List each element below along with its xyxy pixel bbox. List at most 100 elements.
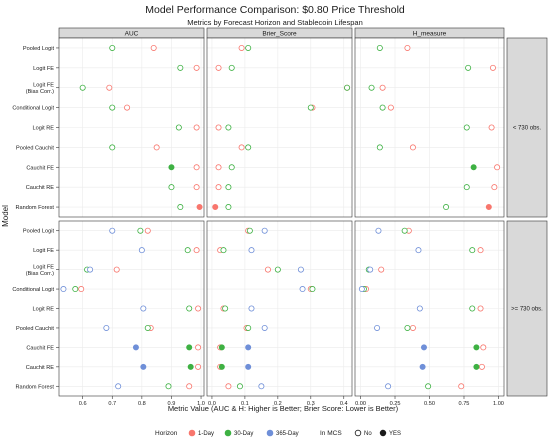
data-point bbox=[212, 204, 219, 211]
data-point bbox=[261, 324, 268, 331]
x-tick-label: 0.75 bbox=[459, 401, 470, 407]
x-tick-label: 0.3 bbox=[307, 401, 315, 407]
data-point bbox=[358, 286, 365, 293]
y-tick-label: Logit RE bbox=[33, 307, 55, 313]
data-point bbox=[165, 383, 172, 390]
y-tick-label: Cauchit FE bbox=[26, 345, 54, 351]
legend-title-horizon: Horizon bbox=[155, 430, 178, 437]
data-point bbox=[494, 164, 501, 171]
data-point bbox=[409, 324, 416, 331]
data-point bbox=[375, 227, 382, 234]
data-point bbox=[144, 227, 151, 234]
data-point bbox=[477, 305, 484, 312]
data-point bbox=[193, 64, 200, 71]
facet-strip-lifespan-1 bbox=[506, 220, 548, 397]
data-point bbox=[488, 124, 495, 131]
data-point bbox=[376, 44, 383, 51]
data-point bbox=[404, 324, 411, 331]
data-point bbox=[184, 247, 191, 254]
panel-border bbox=[354, 37, 505, 218]
data-point bbox=[478, 363, 485, 370]
data-point bbox=[222, 305, 229, 312]
data-point bbox=[218, 344, 225, 351]
facet-strip-label: AUC bbox=[125, 31, 139, 38]
data-point bbox=[215, 184, 222, 191]
data-point bbox=[344, 84, 351, 91]
data-point bbox=[153, 144, 160, 151]
data-point bbox=[228, 64, 235, 71]
y-tick-label: Conditional Logit bbox=[12, 106, 54, 112]
plot-area: AUC Brier_Score H_measure < 730 obs. >= 730 … bbox=[12, 27, 548, 407]
data-point bbox=[409, 144, 416, 151]
data-point bbox=[225, 184, 232, 191]
x-tick-label: 0.0 bbox=[208, 401, 216, 407]
data-point bbox=[374, 324, 381, 331]
data-point bbox=[113, 266, 120, 273]
data-point bbox=[489, 64, 496, 71]
data-point bbox=[193, 247, 200, 254]
data-point bbox=[150, 44, 157, 51]
x-tick-label: 0.8 bbox=[138, 401, 146, 407]
legend-key bbox=[354, 429, 362, 437]
data-point bbox=[425, 383, 432, 390]
x-tick-label: 1.0 bbox=[197, 401, 205, 407]
x-tick-label: 0.7 bbox=[108, 401, 116, 407]
data-point bbox=[138, 247, 145, 254]
x-axis-label: Metric Value (AUC & H: Higher is Better;… bbox=[168, 404, 399, 413]
legend-label: YES bbox=[389, 431, 401, 437]
data-point bbox=[385, 383, 392, 390]
data-point bbox=[378, 266, 385, 273]
data-point bbox=[87, 266, 94, 273]
data-point bbox=[196, 204, 203, 211]
data-point bbox=[387, 104, 394, 111]
data-point bbox=[195, 305, 202, 312]
x-tick-label: 0.9 bbox=[168, 401, 176, 407]
data-point bbox=[175, 124, 182, 131]
data-point bbox=[109, 227, 116, 234]
data-point bbox=[416, 305, 423, 312]
data-point bbox=[140, 305, 147, 312]
y-tick-label: Cauchit FE bbox=[26, 165, 54, 171]
data-point bbox=[236, 383, 243, 390]
legend-key bbox=[224, 429, 232, 437]
data-point bbox=[376, 144, 383, 151]
y-tick-label: (Bias Corr.) bbox=[26, 271, 54, 277]
data-point bbox=[368, 84, 375, 91]
data-point bbox=[419, 363, 426, 370]
data-point bbox=[193, 184, 200, 191]
y-tick-label: Cauchit RE bbox=[26, 365, 55, 371]
data-point bbox=[420, 344, 427, 351]
x-tick-label: 0.50 bbox=[424, 401, 435, 407]
y-tick-label: Random Forest bbox=[15, 384, 54, 390]
data-point bbox=[186, 344, 193, 351]
data-point bbox=[78, 286, 85, 293]
data-point bbox=[458, 383, 465, 390]
legend-label: No bbox=[364, 431, 372, 437]
data-point bbox=[218, 363, 225, 370]
data-point bbox=[215, 124, 222, 131]
data-point bbox=[215, 64, 222, 71]
y-tick-label: Logit RE bbox=[33, 126, 55, 132]
x-tick-label: 0.00 bbox=[355, 401, 366, 407]
data-point bbox=[140, 363, 147, 370]
data-point bbox=[225, 124, 232, 131]
data-point bbox=[72, 286, 79, 293]
data-point bbox=[228, 164, 235, 171]
data-point bbox=[187, 363, 194, 370]
data-point bbox=[469, 247, 476, 254]
facet-strip-label: >= 730 obs. bbox=[511, 307, 543, 313]
chart-title: Model Performance Comparison: $0.80 Pric… bbox=[145, 4, 405, 16]
data-point bbox=[186, 383, 193, 390]
data-point bbox=[463, 124, 470, 131]
legend-key bbox=[266, 429, 274, 437]
y-tick-label: (Bias Corr.) bbox=[26, 89, 54, 95]
x-tick-label: 0.4 bbox=[340, 401, 348, 407]
data-point bbox=[245, 44, 252, 51]
y-axis-label: Model bbox=[1, 205, 10, 227]
data-point bbox=[177, 204, 184, 211]
data-point bbox=[443, 204, 450, 211]
data-point bbox=[109, 144, 116, 151]
data-point bbox=[261, 227, 268, 234]
data-point bbox=[220, 247, 227, 254]
